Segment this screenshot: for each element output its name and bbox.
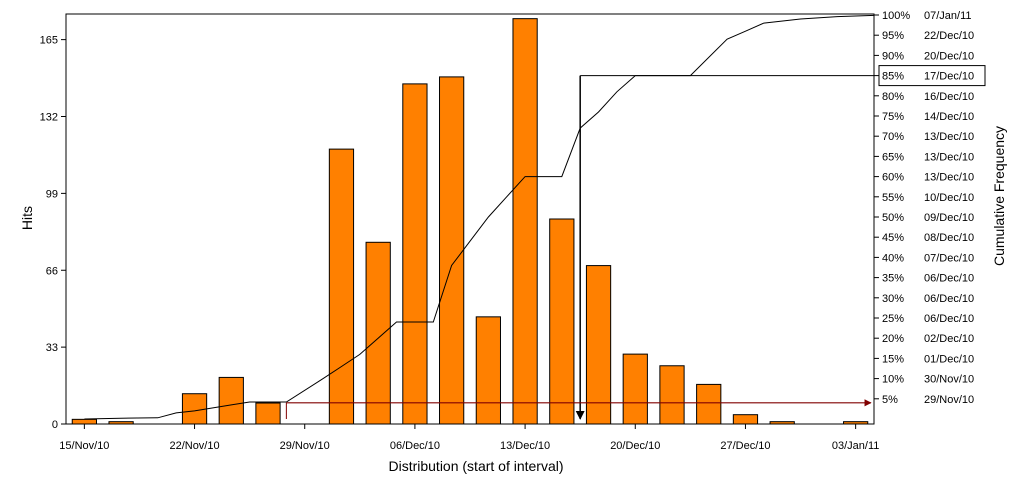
y2-date-label: 20/Dec/10 (924, 50, 974, 62)
y2-percent-label: 25% (882, 313, 904, 325)
y2-percent-label: 30% (882, 293, 904, 305)
bar (843, 421, 869, 425)
y2-date-label: 16/Dec/10 (924, 91, 974, 103)
bar (255, 402, 281, 425)
bar (549, 218, 575, 425)
bar (659, 365, 685, 425)
x-tick-label: 27/Dec/10 (720, 440, 770, 452)
plot-area (65, 13, 875, 425)
y2-date-label: 13/Dec/10 (924, 151, 974, 163)
bar (108, 421, 134, 425)
y2-date-label: 07/Dec/10 (924, 252, 974, 264)
cumulative-group (84, 14, 875, 420)
y-tick-label: 132 (40, 112, 58, 124)
axes-group: 0 33 66 99 132 165 15/Nov/10 22/Nov/10 29/Nov/10… (40, 10, 986, 452)
x-tick-label: 06/Dec/10 (390, 440, 440, 452)
x-tick-label: 03/Jan/11 (832, 440, 880, 452)
y2-percent-label: 35% (882, 273, 904, 285)
y-axis-title: Hits (19, 206, 35, 230)
y2-percent-label: 90% (882, 50, 904, 62)
bar (439, 76, 465, 425)
y2-date-label: 07/Jan/11 (924, 10, 972, 22)
y2-percent-label: 70% (882, 131, 904, 143)
bars-group (71, 18, 869, 425)
y2-date-label: 17/Dec/10 (924, 71, 974, 83)
y2-percent-label: 55% (882, 192, 904, 204)
y2-percent-label: 65% (882, 151, 904, 163)
cumulative-line (84, 14, 875, 420)
y-tick-label: 0 (52, 419, 58, 431)
threshold-85-label-box (878, 65, 986, 87)
bar (769, 421, 795, 425)
y-tick-label: 165 (40, 35, 58, 47)
x-tick-label: 20/Dec/10 (610, 440, 660, 452)
bar (622, 353, 648, 425)
x-tick-label: 13/Dec/10 (500, 440, 550, 452)
y2-date-label: 08/Dec/10 (924, 232, 974, 244)
bar (218, 376, 244, 425)
bar (71, 418, 97, 425)
bar (328, 148, 355, 425)
y2-date-label: 01/Dec/10 (924, 353, 974, 365)
y2-percent-label: 40% (882, 252, 904, 264)
bar (365, 241, 391, 425)
y2-date-label: 09/Dec/10 (924, 212, 974, 224)
y2-date-label: 22/Dec/10 (924, 30, 974, 42)
y2-percent-label: 75% (882, 111, 904, 123)
y2-percent-label: 15% (882, 353, 904, 365)
y-tick-label: 66 (46, 265, 58, 277)
y2-date-label: 29/Nov/10 (924, 394, 974, 406)
x-axis-title: Distribution (start of interval) (388, 458, 563, 474)
bar (732, 414, 759, 425)
y2-percent-label: 20% (882, 333, 904, 345)
bar (585, 265, 612, 425)
y2-percent-label: 5% (882, 394, 898, 406)
y2-percent-label: 10% (882, 374, 904, 386)
y2-percent-label: 50% (882, 212, 904, 224)
y2-date-label: 30/Nov/10 (924, 374, 974, 386)
x-tick-label: 15/Nov/10 (59, 440, 109, 452)
y2-date-label: 02/Dec/10 (924, 333, 974, 345)
y2-date-label: 06/Dec/10 (924, 273, 974, 285)
y2-date-label: 10/Dec/10 (924, 192, 974, 204)
y2-date-label: 06/Dec/10 (924, 313, 974, 325)
x-tick-label: 22/Nov/10 (169, 440, 219, 452)
bar (402, 83, 428, 425)
bar (181, 393, 208, 425)
bar (696, 383, 722, 425)
y-tick-label: 33 (46, 342, 58, 354)
y2-axis-title: Cumulative Frequency (991, 126, 1007, 266)
y2-percent-label: 45% (882, 232, 904, 244)
x-tick-label: 29/Nov/10 (280, 440, 330, 452)
y-tick-label: 99 (46, 188, 58, 200)
plot-frame (65, 13, 875, 425)
y2-date-label: 13/Dec/10 (924, 131, 974, 143)
bar (512, 18, 538, 425)
y2-percent-label: 100% (882, 10, 910, 22)
y2-percent-label: 85% (882, 71, 904, 83)
y2-date-label: 06/Dec/10 (924, 293, 974, 305)
y2-date-label: 14/Dec/10 (924, 111, 974, 123)
y2-date-label: 13/Dec/10 (924, 172, 974, 184)
y2-percent-label: 95% (882, 30, 904, 42)
y2-percent-label: 80% (882, 91, 904, 103)
y2-percent-label: 60% (882, 172, 904, 184)
bar (475, 316, 501, 425)
